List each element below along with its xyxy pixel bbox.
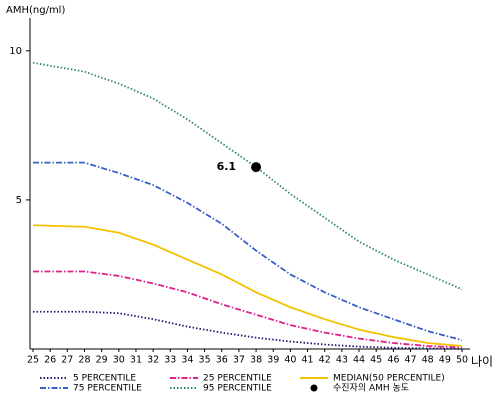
x-tick-label: 45 bbox=[370, 355, 382, 366]
x-tick-label: 26 bbox=[44, 355, 56, 366]
x-tick-label: 38 bbox=[250, 355, 262, 366]
legend-label: 75 PERCENTILE bbox=[73, 384, 142, 394]
x-tick-label: 49 bbox=[439, 355, 451, 366]
legend-swatch bbox=[310, 384, 318, 392]
x-tick-label: 47 bbox=[404, 355, 416, 366]
x-tick-label: 33 bbox=[164, 355, 176, 366]
x-tick-label: 34 bbox=[181, 355, 193, 366]
x-tick-label: 36 bbox=[216, 355, 228, 366]
x-tick-label: 30 bbox=[113, 355, 125, 366]
x-tick-label: 32 bbox=[147, 355, 159, 366]
x-tick-label: 41 bbox=[302, 355, 314, 366]
series-line bbox=[32, 61, 463, 291]
x-tick-label: 43 bbox=[336, 355, 348, 366]
legend-label: 5 PERCENTILE bbox=[73, 374, 136, 384]
x-tick-label: 40 bbox=[284, 355, 296, 366]
x-tick-label: 42 bbox=[319, 355, 331, 366]
x-tick-label: 37 bbox=[233, 355, 245, 366]
y-axis-label: AMH(ng/ml) bbox=[6, 5, 65, 16]
legend-label: 25 PERCENTILE bbox=[203, 374, 272, 384]
data-label: 6.1 bbox=[217, 160, 237, 173]
x-tick-label: 27 bbox=[61, 355, 73, 366]
series-line bbox=[33, 310, 463, 350]
x-tick-label: 48 bbox=[422, 355, 434, 366]
x-axis-label: 나이 bbox=[471, 355, 493, 369]
x-tick-label: 29 bbox=[96, 355, 108, 366]
x-tick-label: 50 bbox=[456, 355, 468, 366]
x-tick-label: 28 bbox=[78, 355, 90, 366]
legend-label: 95 PERCENTILE bbox=[203, 384, 272, 394]
series-line bbox=[33, 161, 463, 341]
legend-label: 수진자의 AMH 농도 bbox=[333, 383, 409, 394]
y-tick-label: 10 bbox=[9, 46, 22, 57]
y-tick-label: 5 bbox=[16, 195, 22, 206]
patient-point bbox=[251, 162, 262, 173]
x-tick-label: 44 bbox=[353, 355, 365, 366]
x-tick-label: 31 bbox=[130, 355, 142, 366]
x-tick-label: 25 bbox=[27, 355, 39, 366]
x-tick-label: 46 bbox=[387, 355, 399, 366]
series-line bbox=[33, 270, 463, 349]
legend-label: MEDIAN(50 PERCENTILE) bbox=[333, 374, 445, 384]
x-tick-label: 39 bbox=[267, 355, 279, 366]
x-tick-label: 35 bbox=[199, 355, 211, 366]
series-line bbox=[32, 224, 463, 347]
